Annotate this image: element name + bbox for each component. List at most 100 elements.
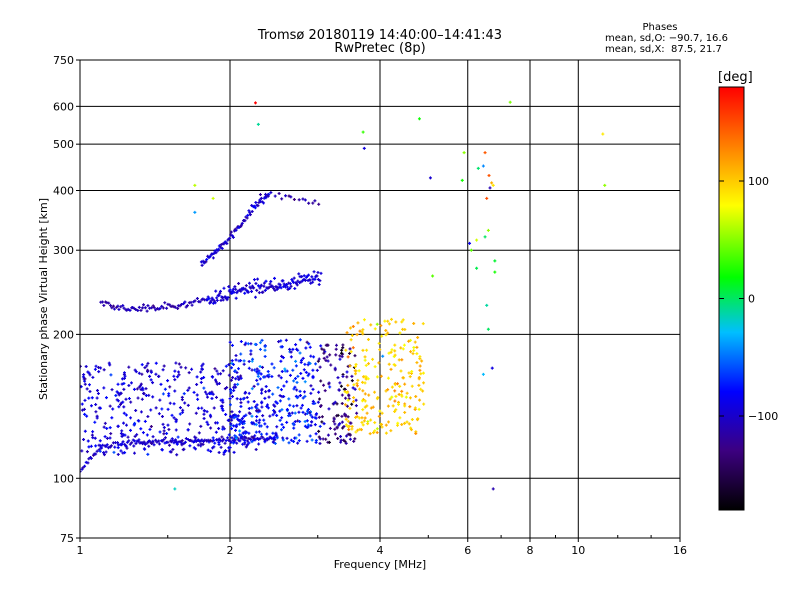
data-point	[416, 417, 420, 421]
data-point	[257, 421, 261, 425]
data-point	[199, 260, 203, 264]
data-point	[354, 372, 358, 376]
data-point	[401, 376, 405, 380]
data-point	[257, 201, 261, 205]
data-point	[366, 337, 370, 341]
data-point	[317, 390, 321, 394]
data-point	[278, 409, 282, 413]
data-point	[93, 436, 97, 440]
data-point	[228, 340, 232, 344]
data-point	[373, 327, 377, 331]
data-point	[327, 382, 331, 386]
data-point	[87, 383, 91, 387]
data-point	[255, 367, 259, 371]
data-point	[221, 427, 225, 431]
data-point	[235, 371, 239, 375]
data-point	[325, 355, 329, 359]
data-point	[227, 433, 231, 437]
data-point	[199, 370, 203, 374]
data-points	[80, 100, 607, 491]
data-point	[125, 423, 129, 427]
x-tick-label: 4	[377, 544, 384, 557]
data-point	[240, 223, 244, 227]
data-point	[192, 446, 196, 450]
data-point	[294, 359, 298, 363]
data-point	[264, 390, 268, 394]
data-point	[134, 370, 138, 374]
data-point	[361, 408, 365, 412]
y-tick-label: 600	[53, 100, 74, 113]
data-point	[187, 371, 191, 375]
data-point	[261, 436, 265, 440]
data-point	[232, 388, 236, 392]
data-point	[138, 384, 142, 388]
data-point	[267, 373, 271, 377]
data-point	[273, 276, 276, 280]
data-point	[113, 307, 117, 311]
data-point	[258, 347, 262, 351]
data-point	[157, 375, 161, 379]
data-point	[97, 443, 101, 447]
data-point	[300, 403, 304, 407]
data-point	[129, 381, 133, 385]
data-point	[305, 419, 309, 423]
data-point	[212, 299, 216, 303]
data-point	[142, 303, 146, 307]
data-point	[213, 249, 217, 253]
data-point	[123, 433, 127, 437]
data-point	[149, 425, 153, 429]
data-point	[210, 375, 214, 379]
data-point	[232, 416, 236, 420]
data-point	[185, 304, 189, 308]
data-point	[255, 288, 259, 292]
data-point	[302, 274, 306, 278]
data-point	[135, 387, 139, 391]
data-point	[312, 355, 316, 359]
data-point	[346, 383, 350, 387]
data-point	[99, 366, 103, 370]
data-point	[234, 377, 238, 381]
data-point	[279, 359, 283, 363]
data-point	[281, 356, 285, 360]
data-point	[350, 379, 354, 383]
data-point	[309, 424, 313, 428]
data-point	[339, 384, 343, 388]
data-point	[418, 368, 422, 372]
data-point	[117, 405, 121, 409]
data-point	[396, 382, 400, 386]
data-point	[256, 122, 260, 126]
data-point	[412, 322, 416, 326]
data-point	[297, 439, 301, 443]
data-point	[220, 435, 224, 439]
data-point	[335, 426, 339, 430]
data-point	[369, 418, 373, 422]
data-point	[384, 431, 388, 435]
data-point	[196, 443, 200, 447]
data-point	[83, 464, 87, 468]
data-point	[263, 288, 267, 292]
data-point	[110, 416, 114, 420]
data-point	[200, 406, 204, 410]
data-point	[104, 445, 108, 449]
data-point	[341, 374, 345, 378]
data-point	[475, 238, 479, 242]
colorbar-tick-label: −100	[748, 410, 778, 423]
data-point	[105, 436, 109, 440]
data-point	[246, 439, 250, 443]
data-point	[247, 366, 251, 370]
data-point	[221, 298, 225, 302]
data-point	[316, 400, 320, 404]
data-point	[301, 376, 305, 380]
data-point	[483, 235, 487, 239]
data-point	[288, 282, 292, 286]
data-point	[353, 437, 357, 441]
data-point	[150, 306, 154, 310]
data-point	[260, 401, 264, 405]
data-point	[481, 164, 485, 168]
data-point	[99, 446, 103, 450]
data-point	[253, 434, 257, 438]
data-point	[234, 296, 238, 300]
data-point	[248, 213, 252, 217]
data-point	[112, 450, 116, 454]
data-point	[353, 354, 357, 358]
